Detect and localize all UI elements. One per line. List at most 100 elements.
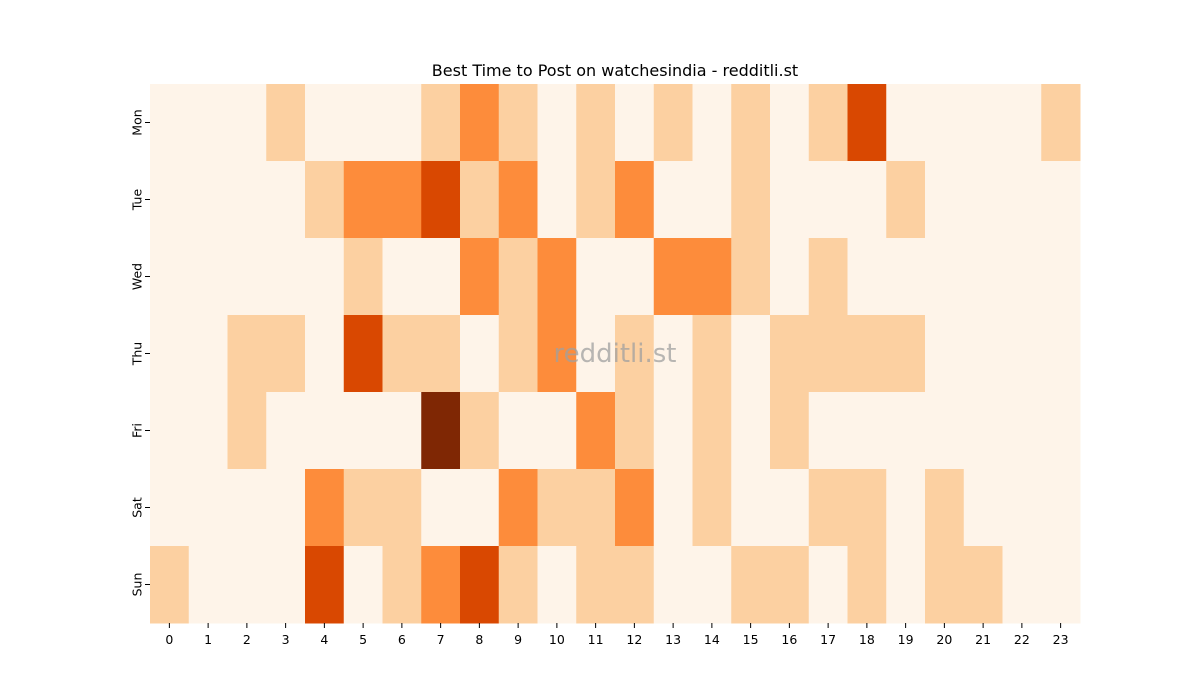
x-tick-label: 2 — [243, 632, 251, 647]
heatmap-cell-wed-20 — [925, 238, 965, 316]
heatmap-cell-sun-0 — [150, 546, 190, 624]
heatmap-cell-sun-19 — [886, 546, 926, 624]
x-tick-label: 0 — [165, 632, 173, 647]
x-tick-label: 5 — [359, 632, 367, 647]
heatmap-cell-tue-20 — [925, 161, 965, 239]
x-tick-label: 16 — [781, 632, 797, 647]
heatmap-cell-sat-15 — [731, 469, 771, 547]
x-tick-label: 23 — [1053, 632, 1069, 647]
heatmap-cell-tue-1 — [188, 161, 228, 239]
heatmap-cell-thu-17 — [808, 315, 848, 393]
heatmap-cell-fri-18 — [847, 392, 887, 470]
heatmap-cell-fri-17 — [808, 392, 848, 470]
heatmap-cell-wed-13 — [653, 238, 693, 316]
heatmap-cell-thu-23 — [1041, 315, 1081, 393]
heatmap-cell-thu-1 — [188, 315, 228, 393]
heatmap-cell-fri-9 — [498, 392, 538, 470]
heatmap-cell-wed-9 — [498, 238, 538, 316]
heatmap-cell-thu-4 — [305, 315, 345, 393]
heatmap-cell-sat-2 — [227, 469, 267, 547]
heatmap-cell-mon-16 — [770, 84, 810, 162]
heatmap-cell-sat-16 — [770, 469, 810, 547]
heatmap-cell-tue-9 — [498, 161, 538, 239]
x-tick-label: 1 — [204, 632, 212, 647]
x-tick-label: 18 — [859, 632, 875, 647]
heatmap-cell-mon-2 — [227, 84, 267, 162]
heatmap-cell-sun-12 — [615, 546, 655, 624]
heatmap-cell-sun-6 — [382, 546, 422, 624]
heatmap-cell-sat-14 — [692, 469, 732, 547]
heatmap-cell-fri-10 — [537, 392, 577, 470]
y-tick-label: Fri — [130, 423, 145, 438]
heatmap-cell-tue-22 — [1002, 161, 1042, 239]
heatmap-cell-mon-4 — [305, 84, 345, 162]
heatmap-cell-tue-10 — [537, 161, 577, 239]
x-tick-label: 3 — [282, 632, 290, 647]
heatmap-cell-tue-2 — [227, 161, 267, 239]
heatmap-cell-thu-20 — [925, 315, 965, 393]
heatmap-cell-tue-17 — [808, 161, 848, 239]
heatmap-cell-tue-3 — [266, 161, 306, 239]
heatmap-cell-wed-4 — [305, 238, 345, 316]
heatmap-cell-fri-21 — [963, 392, 1003, 470]
heatmap-cell-thu-2 — [227, 315, 267, 393]
heatmap-cell-fri-12 — [615, 392, 655, 470]
heatmap-cell-sat-13 — [653, 469, 693, 547]
heatmap-cell-mon-3 — [266, 84, 306, 162]
x-tick-label: 21 — [975, 632, 991, 647]
x-tick-label: 6 — [398, 632, 406, 647]
heatmap-cell-sun-13 — [653, 546, 693, 624]
heatmap-cells — [150, 84, 1081, 624]
x-tick-label: 15 — [743, 632, 759, 647]
heatmap-cell-sat-18 — [847, 469, 887, 547]
heatmap-cell-tue-4 — [305, 161, 345, 239]
heatmap-cell-sun-5 — [343, 546, 383, 624]
heatmap-cell-thu-21 — [963, 315, 1003, 393]
heatmap-cell-sat-4 — [305, 469, 345, 547]
heatmap-cell-tue-19 — [886, 161, 926, 239]
heatmap-cell-sun-3 — [266, 546, 306, 624]
heatmap-cell-tue-15 — [731, 161, 771, 239]
heatmap-cell-sat-1 — [188, 469, 228, 547]
heatmap-cell-mon-20 — [925, 84, 965, 162]
x-tick-label: 20 — [936, 632, 952, 647]
heatmap-cell-fri-8 — [460, 392, 500, 470]
heatmap-cell-wed-17 — [808, 238, 848, 316]
heatmap-cell-wed-19 — [886, 238, 926, 316]
heatmap-cell-tue-6 — [382, 161, 422, 239]
heatmap-cell-sun-7 — [421, 546, 461, 624]
heatmap-cell-sun-10 — [537, 546, 577, 624]
x-tick-label: 14 — [704, 632, 720, 647]
heatmap-cell-sun-4 — [305, 546, 345, 624]
x-tick-label: 19 — [898, 632, 914, 647]
heatmap-cell-sun-11 — [576, 546, 616, 624]
heatmap-cell-wed-1 — [188, 238, 228, 316]
heatmap-cell-tue-12 — [615, 161, 655, 239]
heatmap-cell-thu-18 — [847, 315, 887, 393]
heatmap-cell-sat-6 — [382, 469, 422, 547]
heatmap-cell-sat-0 — [150, 469, 190, 547]
heatmap-cell-sat-9 — [498, 469, 538, 547]
heatmap-cell-fri-4 — [305, 392, 345, 470]
heatmap-cell-sun-16 — [770, 546, 810, 624]
heatmap-cell-thu-11 — [576, 315, 616, 393]
heatmap-cell-mon-0 — [150, 84, 190, 162]
heatmap-cell-fri-16 — [770, 392, 810, 470]
heatmap-cell-mon-7 — [421, 84, 461, 162]
heatmap-cell-mon-18 — [847, 84, 887, 162]
heatmap-cell-tue-16 — [770, 161, 810, 239]
heatmap-cell-tue-0 — [150, 161, 190, 239]
heatmap-cell-wed-23 — [1041, 238, 1081, 316]
heatmap-cell-wed-12 — [615, 238, 655, 316]
chart-title: Best Time to Post on watchesindia - redd… — [432, 61, 798, 80]
heatmap-cell-fri-14 — [692, 392, 732, 470]
heatmap-cell-wed-22 — [1002, 238, 1042, 316]
heatmap-cell-thu-9 — [498, 315, 538, 393]
heatmap-cell-tue-13 — [653, 161, 693, 239]
heatmap-cell-mon-22 — [1002, 84, 1042, 162]
heatmap-cell-mon-15 — [731, 84, 771, 162]
y-tick-label: Sat — [130, 497, 145, 518]
heatmap-cell-sun-8 — [460, 546, 500, 624]
heatmap-cell-mon-13 — [653, 84, 693, 162]
